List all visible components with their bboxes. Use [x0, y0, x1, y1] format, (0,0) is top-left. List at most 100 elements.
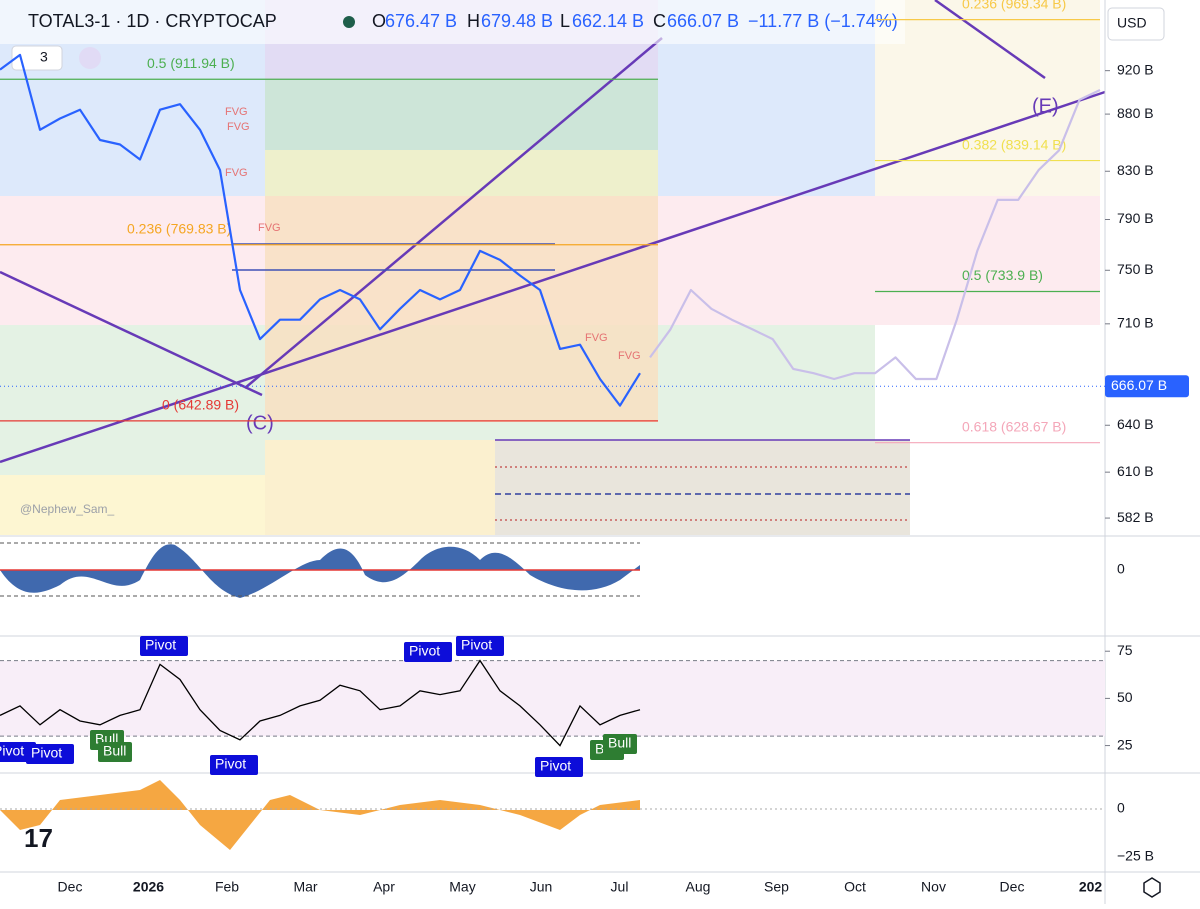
trend-line	[244, 37, 663, 389]
wave-label: (C)	[246, 412, 274, 434]
x-tick-label: Jul	[611, 879, 629, 895]
x-tick-label: Dec	[58, 879, 83, 895]
rsi-tag-box	[603, 734, 637, 754]
zone	[265, 150, 658, 196]
x-tick-label: 202	[1079, 879, 1103, 895]
rsi-tag-box	[98, 742, 132, 762]
rsi-band-fill	[0, 660, 1105, 737]
x-tick-label: Jun	[530, 879, 553, 895]
zone	[265, 80, 658, 150]
y-tick-label: 582 B	[1117, 509, 1154, 525]
y-tick-label: 790 B	[1117, 210, 1154, 226]
y-tick-label: 880 B	[1117, 105, 1154, 121]
zone	[875, 0, 1100, 196]
y-tick-label: 25	[1117, 736, 1133, 752]
header-bg	[0, 0, 905, 44]
drawings	[0, 0, 1106, 521]
rsi-tag-box	[210, 755, 258, 775]
rsi-tag: Pivot	[540, 758, 571, 774]
y-tick-label: 710 B	[1117, 315, 1154, 331]
hist-tick-label: −25 B	[1117, 848, 1154, 864]
fib-label: 0.382 (839.14 B)	[962, 136, 1066, 152]
fvg-label: FVG	[225, 106, 248, 118]
fvg-label: FVG	[227, 121, 250, 133]
status-dot	[343, 16, 355, 28]
x-tick-label: Dec	[1000, 879, 1025, 895]
x-tick-label: Aug	[686, 879, 711, 895]
x-tick-label: Oct	[844, 879, 866, 895]
y-tick-label: 75	[1117, 642, 1133, 658]
x-tick-label: Apr	[373, 879, 395, 895]
rsi-line	[0, 659, 641, 747]
x-tick-label: Sep	[764, 879, 789, 895]
open: 676.47 B	[385, 11, 457, 31]
currency[interactable]: USD	[1117, 15, 1147, 31]
last-price-box	[1105, 375, 1189, 398]
close-label: C	[653, 11, 666, 31]
sync-button[interactable]	[79, 47, 101, 69]
price-line	[649, 89, 1101, 381]
fib-label: 0.5 (911.94 B)	[147, 55, 235, 71]
indicator-toggle[interactable]	[11, 45, 63, 71]
change: −11.77 B (−1.74%)	[748, 11, 898, 31]
osc-tick-label: 0	[1117, 561, 1125, 577]
x-tick-label: Nov	[921, 879, 946, 895]
rsi-tag: Bull	[103, 743, 126, 759]
x-tick-label: May	[449, 879, 475, 895]
logo: 17	[24, 823, 53, 853]
watermark: @Nephew_Sam_	[20, 502, 115, 516]
fib-label: 0 (642.89 B)	[162, 397, 239, 413]
close: 666.07 B	[667, 11, 739, 31]
rsi-tag-box	[26, 744, 74, 764]
trend-line	[0, 90, 1106, 464]
rsi-tag-box	[456, 636, 504, 656]
rsi-tag: Pivot	[409, 643, 440, 659]
zone	[265, 440, 495, 535]
settings-icon[interactable]	[1143, 877, 1161, 898]
rsi-tag: Pivot	[31, 745, 62, 761]
x-tick-label: 2026	[133, 879, 164, 895]
fvg-label: FVG	[585, 332, 608, 344]
histogram-area	[0, 780, 640, 850]
low-label: L	[560, 11, 570, 31]
price-line	[0, 53, 641, 407]
x-tick-label: Mar	[293, 879, 317, 895]
y-tick-label: 640 B	[1117, 416, 1154, 432]
fib-label: 0.236 (769.83 B)	[127, 220, 231, 236]
y-tick-label: 920 B	[1117, 61, 1154, 77]
rsi-tag: Pivot	[145, 637, 176, 653]
y-tick-label: 50	[1117, 689, 1133, 705]
fib-label: 0.236 (969.34 B)	[962, 0, 1066, 11]
last-price-label: 666.07 B	[1111, 377, 1167, 393]
rsi-tag: Pivot	[215, 756, 246, 772]
rsi-tag: Pivot	[0, 743, 24, 759]
indicator-count[interactable]: 3	[40, 49, 48, 65]
rsi-tag-box	[404, 642, 452, 662]
fib-label: 0.618 (628.67 B)	[962, 418, 1066, 434]
fvg-label: FVG	[258, 222, 281, 234]
fvg-label: FVG	[225, 167, 248, 179]
rsi-tag-box	[535, 757, 583, 777]
rsi-tag: Bull	[608, 735, 631, 751]
oscillator-area	[0, 544, 640, 598]
zone	[265, 196, 658, 422]
zones	[0, 0, 1100, 535]
open-label: O	[372, 11, 386, 31]
y-tick-label: 750 B	[1117, 261, 1154, 277]
rsi-tag: Pivot	[461, 637, 492, 653]
high-label: H	[467, 11, 480, 31]
fvg-label: FVG	[618, 350, 641, 362]
x-tick-label: Feb	[215, 879, 239, 895]
symbol: TOTAL3-1 · 1D · CRYPTOCAP	[28, 11, 277, 31]
high: 679.48 B	[481, 11, 553, 31]
wave-label: (E)	[1032, 95, 1059, 117]
trend-line	[934, 0, 1046, 80]
rsi-tag-box	[140, 636, 188, 656]
y-tick-label: 610 B	[1117, 463, 1154, 479]
y-tick-label: 830 B	[1117, 162, 1154, 178]
currency-button[interactable]	[1107, 7, 1165, 41]
fib-label: 0.5 (733.9 B)	[962, 267, 1043, 283]
